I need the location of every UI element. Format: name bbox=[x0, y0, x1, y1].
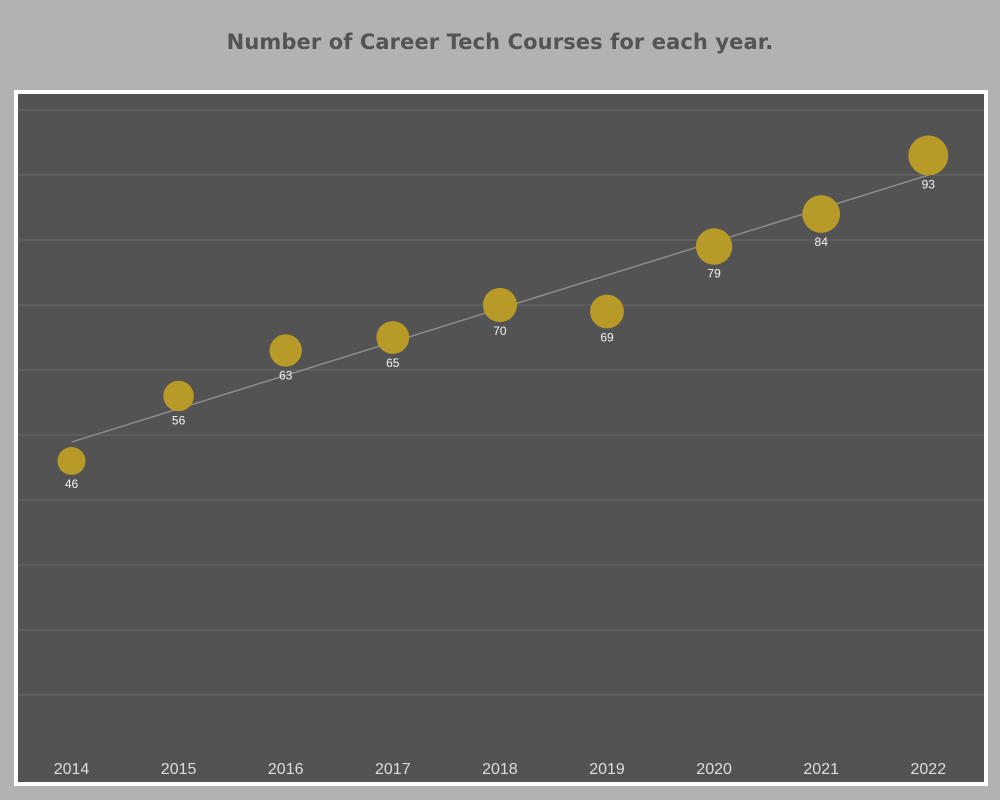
x-axis-tick-labels: 2014 2015 2016 2017 2018 2019 2020 2021 2022 bbox=[54, 761, 946, 778]
data-label-2020: 79 bbox=[707, 267, 721, 281]
gridlines bbox=[18, 109, 984, 696]
data-point-2017 bbox=[376, 321, 410, 354]
data-point-2021 bbox=[802, 195, 841, 233]
chart-frame: 46 56 63 65 70 69 79 84 93 2014 2015 2016 2017 2018 2… bbox=[14, 90, 988, 786]
x-tick-label-2021: 2021 bbox=[803, 761, 839, 778]
data-label-2018: 70 bbox=[493, 324, 507, 338]
data-label-2022: 93 bbox=[922, 178, 936, 192]
x-tick-label-2022: 2022 bbox=[911, 761, 947, 778]
data-point-2014 bbox=[57, 447, 86, 475]
x-tick-label-2019: 2019 bbox=[589, 761, 625, 778]
x-tick-label-2018: 2018 bbox=[482, 761, 518, 778]
data-label-2014: 46 bbox=[65, 477, 79, 491]
data-label-2015: 56 bbox=[172, 413, 186, 427]
chart-title: Number of Career Tech Courses for each y… bbox=[226, 30, 774, 54]
x-tick-label-2020: 2020 bbox=[696, 761, 732, 778]
plot-background bbox=[18, 94, 984, 782]
data-label-2016: 63 bbox=[279, 369, 293, 383]
x-tick-label-2014: 2014 bbox=[54, 761, 90, 778]
data-point-2019 bbox=[590, 294, 624, 329]
data-point-2022 bbox=[908, 135, 949, 176]
data-label-2021: 84 bbox=[815, 235, 829, 249]
x-tick-label-2015: 2015 bbox=[161, 761, 197, 778]
data-label-2019: 69 bbox=[600, 330, 614, 344]
x-tick-label-2017: 2017 bbox=[375, 761, 411, 778]
data-points: 46 56 63 65 70 69 79 84 93 bbox=[57, 135, 949, 491]
data-point-2018 bbox=[482, 287, 517, 323]
x-tick-label-2016: 2016 bbox=[268, 761, 304, 778]
data-point-2020 bbox=[695, 228, 733, 265]
data-label-2017: 65 bbox=[386, 356, 400, 370]
data-point-2016 bbox=[269, 334, 302, 367]
data-point-2015 bbox=[163, 380, 194, 412]
